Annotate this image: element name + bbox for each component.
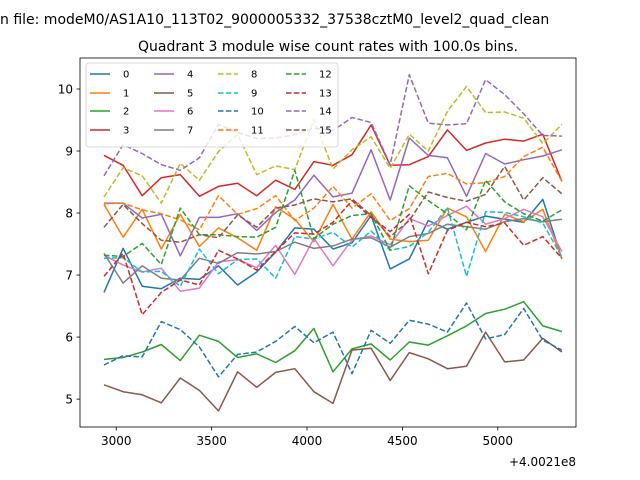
series-line-2	[103, 300, 563, 373]
legend-label-3: 3	[123, 126, 129, 137]
legend-label-5: 5	[187, 89, 193, 100]
legend-label-1: 1	[123, 89, 129, 100]
series-line-3	[103, 124, 563, 198]
figure-suptitle: n file: modeM0/AS1A10_113T02_9000005332_…	[0, 12, 549, 28]
y-axis: 5 6 7 8 9 10	[58, 83, 80, 407]
x-axis: 3000 3500 4000 4500 5000	[101, 427, 513, 448]
legend-label-14: 14	[319, 107, 332, 118]
series-line-10	[103, 302, 563, 378]
x-tick-label: 3000	[101, 434, 132, 448]
legend-label-6: 6	[187, 107, 193, 118]
legend-label-7: 7	[187, 126, 193, 137]
series-line-13	[103, 199, 563, 316]
y-tick-label: 10	[58, 83, 73, 97]
series-line-6	[103, 205, 563, 292]
series-layer	[103, 73, 563, 412]
chart-title: Quadrant 3 module wise count rates with …	[138, 39, 518, 55]
legend-label-13: 13	[319, 89, 332, 100]
x-tick-label: 3500	[196, 434, 227, 448]
legend-label-15: 15	[319, 126, 332, 137]
plot-frame	[79, 57, 577, 428]
legend-label-0: 0	[123, 70, 129, 81]
legend-label-8: 8	[251, 70, 257, 81]
y-tick-label: 8	[65, 207, 73, 221]
y-tick-label: 7	[65, 269, 73, 283]
x-axis-offset-label: +4.0021e8	[509, 455, 576, 469]
legend-label-11: 11	[251, 126, 264, 137]
series-line-5	[103, 331, 563, 412]
legend-label-9: 9	[251, 89, 257, 100]
legend-label-2: 2	[123, 107, 129, 118]
y-tick-label: 6	[65, 331, 73, 345]
series-line-0	[103, 198, 563, 293]
y-tick-label: 9	[65, 145, 73, 159]
legend-label-12: 12	[319, 70, 332, 81]
series-line-12	[103, 169, 563, 266]
x-tick-label: 5000	[483, 434, 514, 448]
legend-frame	[85, 62, 339, 148]
y-tick-label: 5	[65, 393, 73, 407]
series-line-1	[103, 203, 563, 260]
x-tick-label: 4000	[292, 434, 323, 448]
series-line-9	[103, 206, 563, 287]
series-line-15	[103, 165, 563, 243]
series-line-4	[104, 137, 563, 257]
x-tick-label: 4500	[387, 434, 418, 448]
legend-label-10: 10	[251, 107, 264, 118]
legend-label-4: 4	[187, 70, 193, 81]
